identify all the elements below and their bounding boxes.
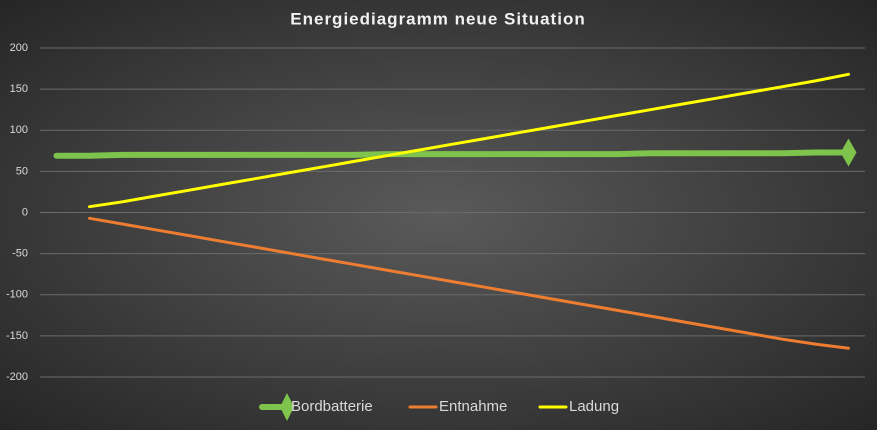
y-tick-label: -50: [12, 248, 28, 260]
y-tick-label: 100: [10, 124, 28, 136]
series-line: [88, 72, 850, 209]
y-tick-label: 150: [10, 83, 28, 95]
legend-label: Entnahme: [439, 398, 507, 415]
y-tick-label: -150: [6, 330, 28, 342]
legend-label: Ladung: [569, 398, 619, 415]
y-tick-label: 0: [22, 206, 28, 218]
series-line: [88, 216, 850, 350]
y-tick-label: -100: [6, 289, 28, 301]
chart-title: Energiediagramm neue Situation: [290, 9, 585, 28]
y-tick-label: 50: [16, 165, 28, 177]
legend-label: Bordbatterie: [291, 398, 373, 415]
series-line: [53, 149, 852, 159]
y-tick-label: -200: [6, 371, 28, 383]
point-marker: [840, 138, 857, 167]
legend-marker: [280, 393, 294, 421]
y-tick-label: 200: [10, 42, 28, 54]
